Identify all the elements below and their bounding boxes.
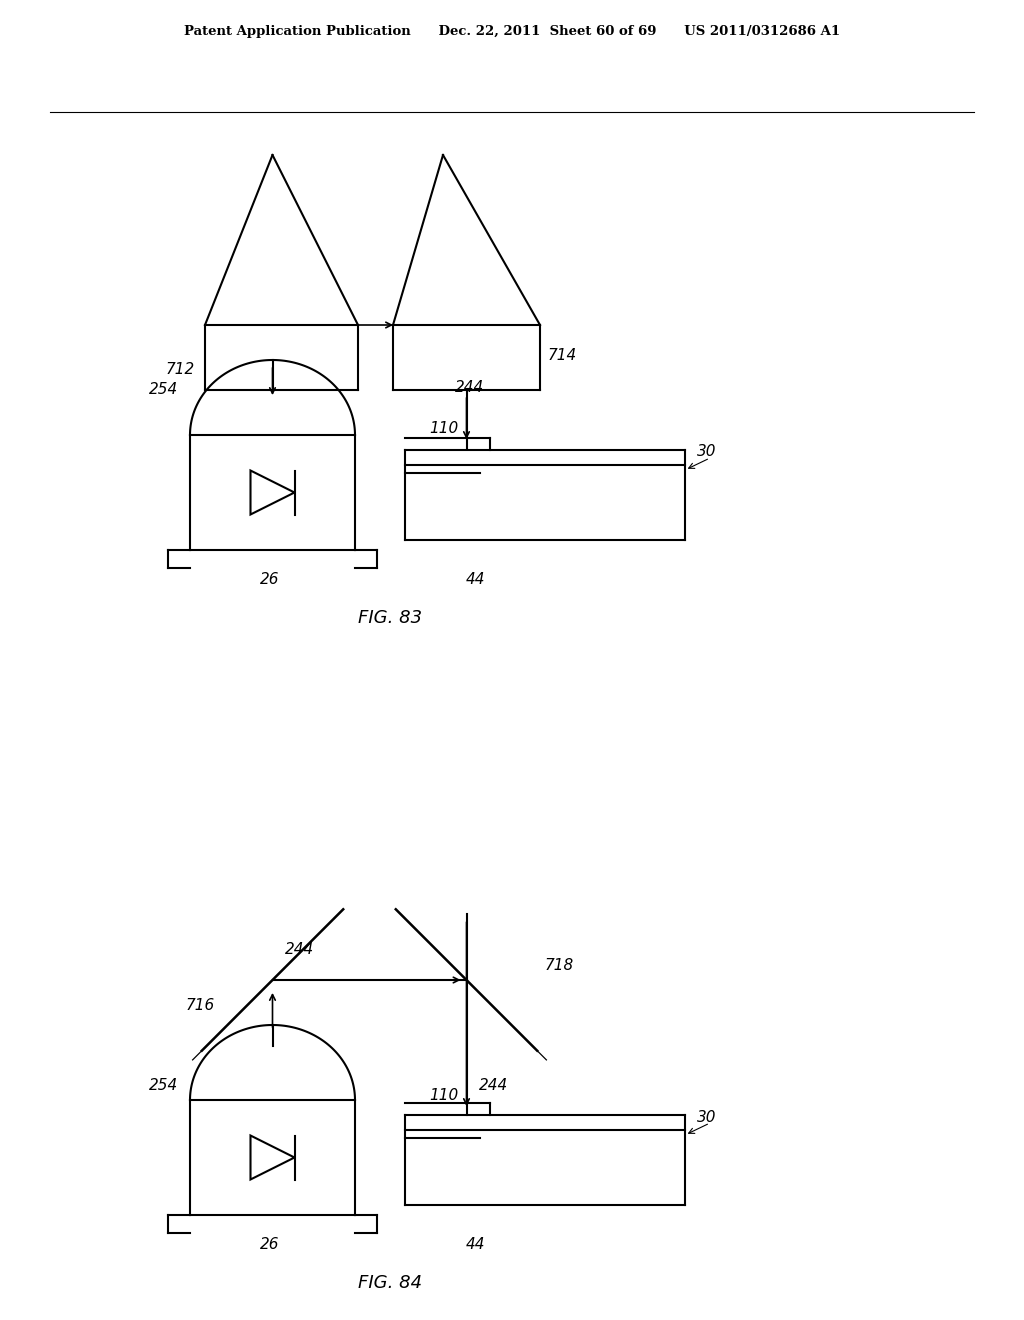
Text: 254: 254: [148, 1077, 178, 1093]
Text: 30: 30: [697, 445, 717, 459]
Text: 110: 110: [429, 421, 459, 436]
Text: FIG. 84: FIG. 84: [358, 1274, 422, 1292]
Text: Patent Application Publication      Dec. 22, 2011  Sheet 60 of 69      US 2011/0: Patent Application Publication Dec. 22, …: [184, 25, 840, 38]
Text: 26: 26: [260, 1237, 280, 1251]
Text: 110: 110: [429, 1088, 459, 1104]
Text: 26: 26: [260, 572, 280, 587]
Text: 244: 244: [285, 942, 313, 957]
Text: 44: 44: [465, 1237, 484, 1251]
Text: 244: 244: [455, 380, 484, 396]
Text: FIG. 83: FIG. 83: [358, 609, 422, 627]
Text: 718: 718: [545, 957, 573, 973]
Text: 44: 44: [465, 572, 484, 587]
Text: 30: 30: [697, 1110, 717, 1125]
Text: 714: 714: [548, 347, 578, 363]
Text: 254: 254: [148, 383, 178, 397]
Text: 716: 716: [185, 998, 215, 1012]
Text: 712: 712: [166, 363, 195, 378]
Text: 244: 244: [478, 1077, 508, 1093]
